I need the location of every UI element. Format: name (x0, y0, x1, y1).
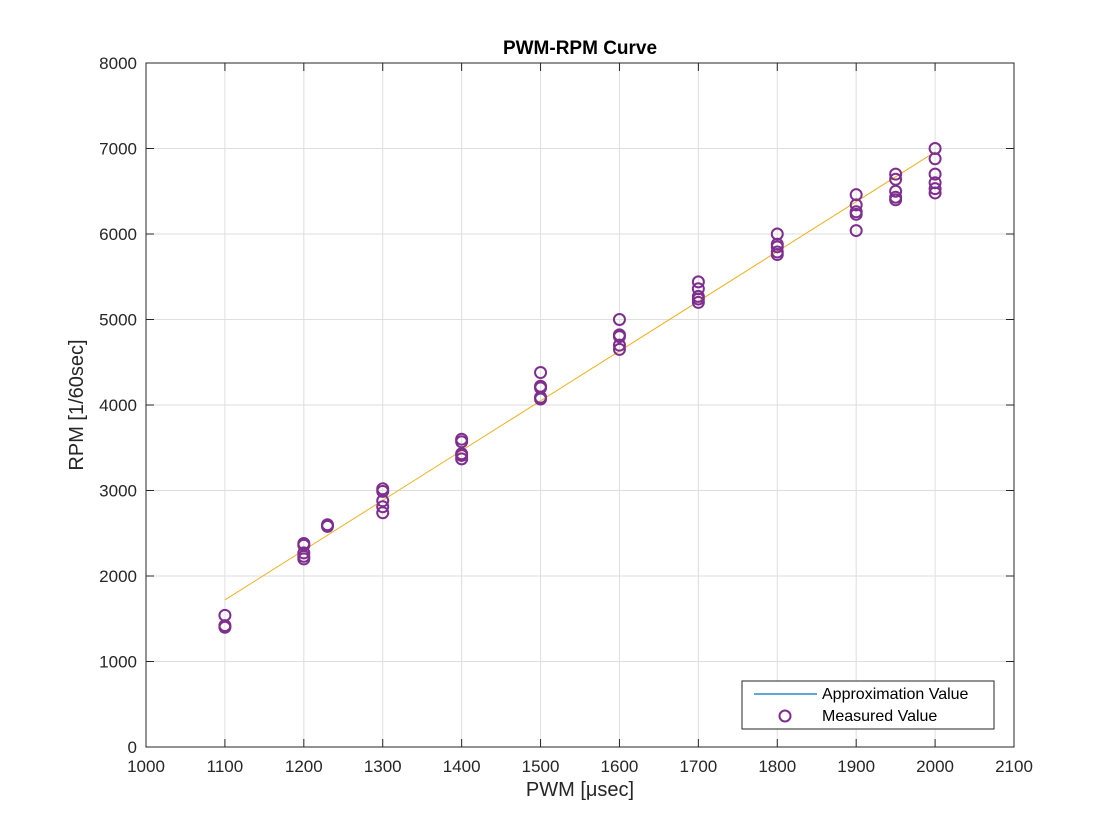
measured-point (691, 295, 705, 309)
measured-point (612, 330, 626, 344)
measured-point (889, 193, 903, 207)
approximation-line (224, 151, 936, 601)
measured-point (928, 152, 942, 166)
x-tick-label: 1600 (601, 757, 639, 776)
measured-point (612, 338, 626, 352)
y-tick-label: 8000 (99, 54, 137, 73)
measured-point (849, 224, 863, 238)
ticks: 1000 1100 1200 1300 1400 1500 1600 1700 1800 1900… (99, 54, 1033, 776)
measured-point (376, 506, 390, 520)
x-tick-label: 1200 (285, 757, 323, 776)
measured-point (770, 248, 784, 262)
measured-point (297, 552, 311, 566)
y-tick-label: 2000 (99, 567, 137, 586)
legend-label-approximation: Approximation Value (822, 686, 969, 703)
measured-point (928, 182, 942, 196)
y-tick-label: 5000 (99, 311, 137, 330)
x-tick-label: 1400 (443, 757, 481, 776)
measured-point (849, 198, 863, 212)
chart-title: PWM-RPM Curve (503, 38, 657, 59)
measured-point (691, 275, 705, 289)
y-tick-label: 3000 (99, 482, 137, 501)
measured-point (770, 240, 784, 254)
x-tick-label: 1300 (364, 757, 402, 776)
measured-point (928, 186, 942, 200)
measured-point (849, 207, 863, 221)
measured-point (376, 500, 390, 514)
measured-point (376, 484, 390, 498)
y-tick-label: 4000 (99, 396, 137, 415)
x-tick-label: 1800 (758, 757, 796, 776)
x-tick-label: 1700 (679, 757, 717, 776)
measured-point (889, 184, 903, 198)
legend-marker-swatch (778, 709, 792, 723)
measured-point (928, 167, 942, 181)
x-tick-label: 1900 (837, 757, 875, 776)
measured-point (534, 366, 548, 380)
measured-point (218, 620, 232, 634)
x-tick-label: 1500 (522, 757, 560, 776)
legend-label-measured: Measured Value (822, 708, 937, 725)
measured-point (612, 342, 626, 356)
measured-point (612, 313, 626, 326)
x-tick-label: 1100 (207, 757, 244, 776)
measured-point (320, 519, 334, 533)
measured-point (455, 452, 469, 466)
measured-points-layer (218, 142, 942, 634)
y-tick-label: 0 (128, 738, 137, 757)
y-tick-label: 6000 (99, 225, 137, 244)
measured-point (889, 167, 903, 181)
approximation-line-layer (224, 151, 936, 601)
x-tick-label: 2100 (995, 757, 1033, 776)
x-axis-label: PWM [μsec] (526, 779, 634, 801)
x-tick-label: 1000 (127, 757, 165, 776)
y-axis-label: RPM [1/60sec] (66, 339, 88, 470)
measured-point (534, 392, 548, 406)
x-tick-label: 2000 (916, 757, 954, 776)
y-tick-label: 7000 (99, 140, 137, 159)
legend: Approximation Value Measured Value (741, 680, 995, 730)
y-tick-label: 1000 (99, 653, 137, 672)
